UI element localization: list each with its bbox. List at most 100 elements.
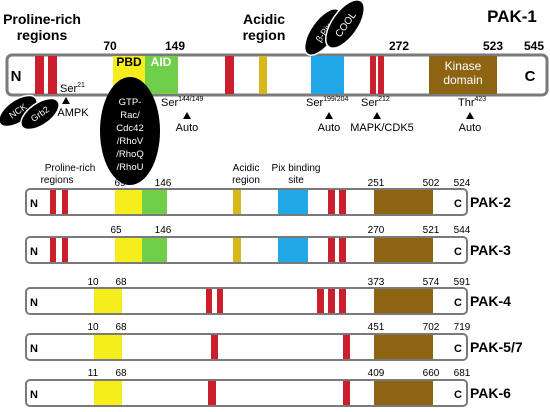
pak6-pbd-domain <box>94 381 122 405</box>
pak3-pix-binding-site <box>278 238 308 262</box>
site-ser144-kinase: Auto <box>176 122 199 134</box>
pak6-c-terminus: C <box>454 389 462 401</box>
pak3-proline-red-2 <box>62 238 68 262</box>
site-ser144-arrow <box>183 112 191 119</box>
pak2-group: 69 146 251 502 524 N C PAK-2 <box>25 178 511 216</box>
pak2-proline-red-2 <box>62 190 68 214</box>
pak2-c-terminus: C <box>454 198 462 210</box>
pak6-num-1: 11 <box>88 368 99 379</box>
site-ser21: Ser21 AMPK <box>57 82 89 119</box>
pak3-num-2: 146 <box>155 225 172 236</box>
pak2-pbd-domain <box>115 190 142 214</box>
pak1-aid-label: AID <box>151 55 172 69</box>
pak1-red-mark-5 <box>378 56 384 94</box>
pak6-group: 11 68 409 660 681 N C PAK-6 <box>25 368 511 407</box>
pak2-num-2: 146 <box>155 178 172 189</box>
header-acidic-line1: Acidic <box>233 163 260 174</box>
pak57-kinase-domain <box>374 335 433 359</box>
pak6-bar <box>25 379 468 407</box>
svg-text:Ser144/149: Ser144/149 <box>161 96 204 109</box>
pak4-num-1: 10 <box>87 277 99 288</box>
pak6-name: PAK-6 <box>470 385 511 401</box>
gtp-line-2: Rac/ <box>120 110 140 121</box>
pak6-kinase-domain <box>374 381 433 405</box>
pak57-name: PAK-5/7 <box>470 339 523 355</box>
pak6-red-mark-1 <box>208 381 216 405</box>
pak1-aid-domain <box>145 56 178 94</box>
pak6-num-4: 660 <box>423 368 440 379</box>
site-thr423-arrow <box>466 112 474 119</box>
pak4-n-terminus: N <box>30 297 38 309</box>
pak1-acidic-region <box>259 56 267 94</box>
pak57-group: 10 68 451 702 719 N C PAK-5/7 <box>25 322 523 361</box>
pak57-pbd-domain <box>94 335 122 359</box>
pak2-red-mark-2 <box>339 190 346 214</box>
header-acidic-line2: region <box>232 175 260 186</box>
pak2-kinase-domain <box>374 190 433 214</box>
gtp-ellipse <box>100 77 160 185</box>
pak3-red-mark-1 <box>328 238 335 262</box>
gtp-line-4: /RhoV <box>117 136 144 147</box>
pak6-n-terminus: N <box>30 389 38 401</box>
pak1-title: PAK-1 <box>487 7 537 26</box>
grb2-ellipse <box>20 97 60 131</box>
pak4-c-terminus: C <box>454 297 462 309</box>
header-proline-line1: Proline-rich <box>45 163 96 174</box>
pak3-proline-red-1 <box>50 238 56 262</box>
pak6-num-5: 681 <box>454 368 471 379</box>
pak57-c-terminus: C <box>454 343 462 355</box>
pak2-acidic-region <box>233 190 241 214</box>
pak1-n-terminus: N <box>11 68 22 85</box>
pak3-acidic-region <box>233 238 241 262</box>
site-ser199: Ser199/204 Auto <box>306 96 349 134</box>
pak57-n-terminus: N <box>30 343 38 355</box>
pak1-kinase-domain <box>429 56 497 94</box>
pak2-proline-red-1 <box>50 190 56 214</box>
pak1-proline-label-line1: Proline-rich <box>3 11 81 27</box>
pak1-acidic-label-line2: region <box>243 27 286 43</box>
pak4-kinase-domain <box>374 289 433 313</box>
site-ser199-number: 199/204 <box>323 96 348 103</box>
pak3-group: 65 146 270 521 544 N C PAK-3 <box>25 225 511 264</box>
svg-text:Ser199/204: Ser199/204 <box>306 96 349 109</box>
pak3-c-terminus: C <box>454 246 462 258</box>
pak2-n-terminus: N <box>30 198 38 210</box>
site-ser212: Ser212 MAPK/CDK5 <box>350 96 414 134</box>
pak4-red-mark-5 <box>339 289 346 313</box>
site-ser212-kinase: MAPK/CDK5 <box>350 122 414 134</box>
site-ser199-residue: Ser <box>306 97 323 109</box>
header-proline-line2: regions <box>41 175 74 186</box>
site-ser21-number: 21 <box>77 82 85 89</box>
pak3-aid-domain <box>142 238 167 262</box>
pak3-num-3: 270 <box>368 225 385 236</box>
pak2-name: PAK-2 <box>470 194 511 210</box>
pak3-num-5: 544 <box>454 225 471 236</box>
pak2-num-4: 502 <box>423 178 440 189</box>
site-thr423: Thr423 Auto <box>458 96 486 134</box>
pak1-proline-label-line2: regions <box>17 27 68 43</box>
pak1-num-272: 272 <box>389 39 409 53</box>
pak3-kinase-domain <box>374 238 433 262</box>
pak2-pix-binding-site <box>278 190 308 214</box>
pak4-red-mark-4 <box>328 289 335 313</box>
site-ser21-residue: Ser <box>60 83 77 95</box>
pak1-num-523: 523 <box>483 39 503 53</box>
pak4-pbd-domain <box>94 289 122 313</box>
pak1-kinase-label-line2: domain <box>443 73 482 87</box>
pak57-num-4: 702 <box>423 322 440 333</box>
gtp-line-1: GTP- <box>119 97 142 108</box>
pak57-num-2: 68 <box>115 322 127 333</box>
pak2-num-3: 251 <box>368 178 385 189</box>
pak3-name: PAK-3 <box>470 242 511 258</box>
gtp-line-5: /RhoQ <box>116 149 143 160</box>
pak1-group: Proline-rich regions Acidic region PAK-1… <box>0 0 549 185</box>
pak4-num-3: 373 <box>368 277 385 288</box>
header-pix-line2: site <box>288 175 304 186</box>
pak57-red-mark-1 <box>211 335 218 359</box>
pak6-num-2: 68 <box>115 368 127 379</box>
pak57-red-mark-2 <box>343 335 350 359</box>
pak-group-header: Proline-rich regions Acidic region Pix b… <box>41 163 321 186</box>
site-thr423-residue: Thr <box>458 97 475 109</box>
header-pix-line1: Pix binding <box>272 163 321 174</box>
pak1-red-mark-4 <box>370 56 376 94</box>
